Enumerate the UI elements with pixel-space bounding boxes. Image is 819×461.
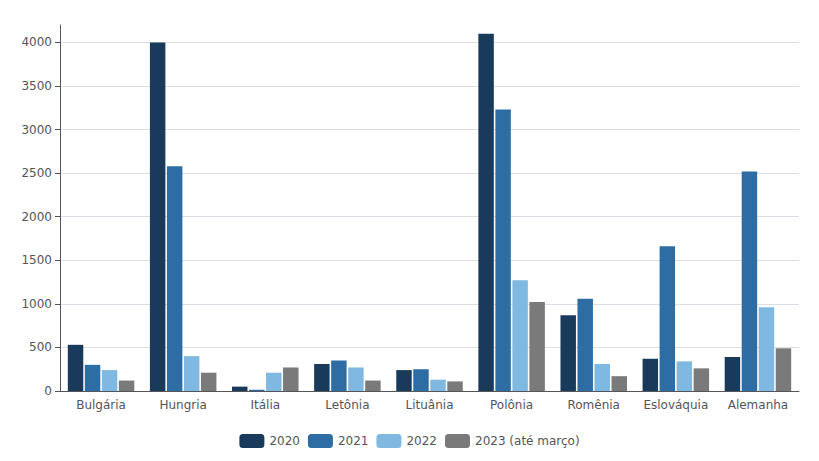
svg-text:2021: 2021: [338, 434, 369, 448]
svg-text:2000: 2000: [21, 210, 52, 224]
svg-text:Polônia: Polônia: [490, 398, 533, 412]
svg-text:Romênia: Romênia: [567, 398, 620, 412]
svg-text:Alemanha: Alemanha: [728, 398, 789, 412]
svg-text:2022: 2022: [406, 434, 437, 448]
svg-text:2500: 2500: [21, 166, 52, 180]
svg-text:4000: 4000: [21, 35, 52, 49]
svg-text:0: 0: [44, 384, 52, 398]
svg-text:Lituânia: Lituânia: [406, 398, 454, 412]
svg-text:Letônia: Letônia: [325, 398, 369, 412]
svg-text:Bulgária: Bulgária: [76, 398, 126, 412]
svg-text:3500: 3500: [21, 79, 52, 93]
svg-text:1500: 1500: [21, 253, 52, 267]
svg-text:1000: 1000: [21, 297, 52, 311]
svg-text:2020: 2020: [269, 434, 300, 448]
svg-text:Hungria: Hungria: [159, 398, 206, 412]
svg-text:3000: 3000: [21, 123, 52, 137]
svg-text:500: 500: [29, 340, 52, 354]
svg-text:2023 (até março): 2023 (até março): [475, 434, 580, 448]
svg-text:Eslováquia: Eslováquia: [643, 398, 708, 412]
svg-text:Itália: Itália: [250, 398, 280, 412]
